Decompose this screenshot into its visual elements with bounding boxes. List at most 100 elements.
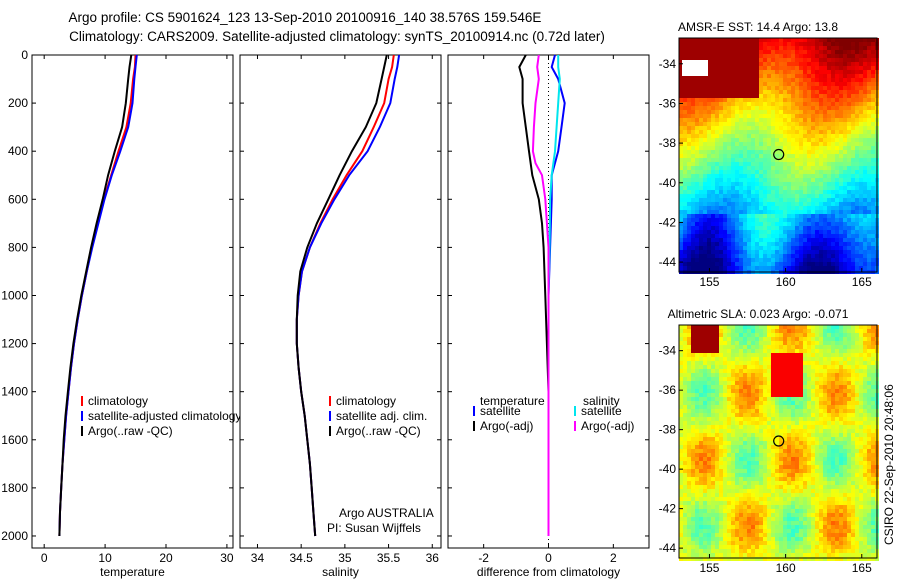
sst-map-cell bbox=[791, 154, 795, 158]
sst-map-cell bbox=[699, 130, 703, 134]
sst-map-cell bbox=[835, 250, 839, 254]
sst-map-cell bbox=[727, 190, 731, 194]
sst-map-cell bbox=[715, 118, 719, 122]
sst-map-cell bbox=[787, 198, 791, 202]
sst-map-cell bbox=[711, 70, 715, 74]
sst-map-cell bbox=[739, 146, 743, 150]
sst-map-cell bbox=[743, 130, 747, 134]
sst-map-cell bbox=[843, 98, 847, 102]
salinity-legend-label: climatology bbox=[336, 394, 396, 408]
sla-map-cell bbox=[731, 445, 735, 449]
sst-map-cell bbox=[839, 158, 843, 162]
sla-map-cell bbox=[771, 345, 775, 349]
sst-map-cell bbox=[859, 110, 863, 114]
sla-map-cell bbox=[711, 357, 715, 361]
sla-map-cell bbox=[779, 449, 783, 453]
sla-map-cell bbox=[871, 421, 875, 425]
sla-map-cell bbox=[811, 353, 815, 357]
sla-map-cell bbox=[723, 357, 727, 361]
sst-map-cell bbox=[799, 94, 803, 98]
sla-map-cell bbox=[823, 465, 827, 469]
sst-map-cell bbox=[839, 230, 843, 234]
sst-map-cell bbox=[719, 258, 723, 262]
sst-map-cell bbox=[839, 66, 843, 70]
sla-map-cell bbox=[747, 429, 751, 433]
sst-map-cell bbox=[771, 218, 775, 222]
sst-map-cell bbox=[699, 138, 703, 142]
sst-map-cell bbox=[831, 70, 835, 74]
sla-map-cell bbox=[823, 333, 827, 337]
sst-map-cell bbox=[787, 182, 791, 186]
sst-map-cell bbox=[715, 62, 719, 66]
temperature-ytick-label: 1200 bbox=[1, 337, 28, 351]
sst-map-cell bbox=[847, 130, 851, 134]
sla-map-cell bbox=[819, 449, 823, 453]
sst-map-cell bbox=[791, 62, 795, 66]
sst-map-cell bbox=[811, 262, 815, 266]
sla-map-cell bbox=[803, 365, 807, 369]
sla-map-cell bbox=[743, 377, 747, 381]
sst-map-cell bbox=[735, 238, 739, 242]
sst-map-cell bbox=[807, 226, 811, 230]
sst-map-cell bbox=[791, 198, 795, 202]
sla-map-cell bbox=[731, 389, 735, 393]
sla-map-cell bbox=[679, 469, 683, 473]
sst-map-cell bbox=[763, 78, 767, 82]
sla-map-cell bbox=[683, 349, 687, 353]
sla-map-cell bbox=[871, 425, 875, 429]
sla-map-cell bbox=[763, 393, 767, 397]
sla-map-cell bbox=[779, 337, 783, 341]
sst-map-cell bbox=[835, 222, 839, 226]
sla-map-cell bbox=[855, 457, 859, 461]
sla-map-cell bbox=[811, 453, 815, 457]
sla-map-cell bbox=[871, 353, 875, 357]
sst-map-cell bbox=[783, 214, 787, 218]
sla-map-cell bbox=[839, 461, 843, 465]
sla-map-cell bbox=[791, 369, 795, 373]
sst-map-cell bbox=[723, 178, 727, 182]
sla-map-cell bbox=[739, 393, 743, 397]
sst-map-cell bbox=[835, 134, 839, 138]
sla-map-cell bbox=[859, 441, 863, 445]
sla-map-cell bbox=[807, 325, 811, 329]
sst-map-cell bbox=[751, 194, 755, 198]
sla-map-cell bbox=[803, 397, 807, 401]
sla-map-cell bbox=[795, 401, 799, 405]
sst-map-cell bbox=[759, 90, 763, 94]
sla-map-cell bbox=[735, 357, 739, 361]
sst-map-cell bbox=[735, 130, 739, 134]
sst-map-cell bbox=[727, 154, 731, 158]
sla-map-cell bbox=[815, 349, 819, 353]
sla-map-cell bbox=[727, 377, 731, 381]
sst-map-cell bbox=[775, 130, 779, 134]
sla-map-cell bbox=[735, 425, 739, 429]
sla-map-cell bbox=[755, 405, 759, 409]
sst-map-cell bbox=[803, 174, 807, 178]
sst-map-cell bbox=[715, 214, 719, 218]
sla-map-cell bbox=[835, 353, 839, 357]
sst-map-cell bbox=[871, 210, 875, 214]
sla-map-cell bbox=[835, 401, 839, 405]
sst-map-cell bbox=[795, 42, 799, 46]
sst-map-cell bbox=[807, 122, 811, 126]
sla-map-cell bbox=[759, 385, 763, 389]
sst-map-cell bbox=[767, 62, 771, 66]
sst-map-cell bbox=[719, 102, 723, 106]
sst-map-cell bbox=[799, 166, 803, 170]
sst-map-cell bbox=[731, 234, 735, 238]
sst-map-cell bbox=[695, 190, 699, 194]
sst-map-cell bbox=[795, 150, 799, 154]
sst-map-cell bbox=[727, 174, 731, 178]
sla-map-cell bbox=[719, 433, 723, 437]
sla-map-cell bbox=[683, 385, 687, 389]
sla-map-cell bbox=[803, 445, 807, 449]
sst-map-cell bbox=[731, 214, 735, 218]
sst-map-cell bbox=[735, 258, 739, 262]
sst-map-cell bbox=[771, 190, 775, 194]
sla-map-cell bbox=[855, 369, 859, 373]
sst-map-cell bbox=[711, 134, 715, 138]
sst-map-cell bbox=[735, 242, 739, 246]
sst-map-cell bbox=[831, 258, 835, 262]
sst-map-cell bbox=[731, 126, 735, 130]
